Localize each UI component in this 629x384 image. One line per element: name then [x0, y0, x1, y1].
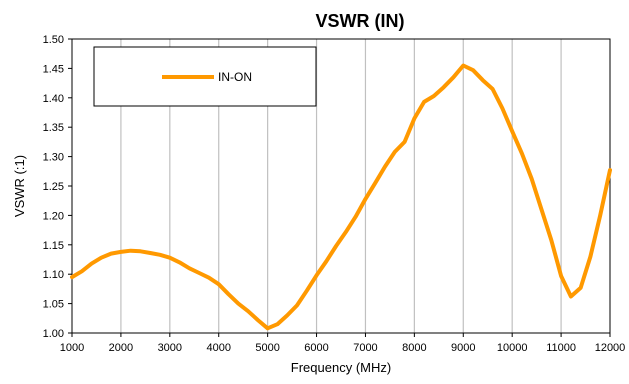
x-tick-label-7000: 7000: [353, 342, 377, 354]
x-tick-label-11000: 11000: [546, 342, 576, 354]
x-tick-label-10000: 10000: [497, 342, 528, 354]
x-tick-label-8000: 8000: [402, 342, 426, 354]
y-tick-label-1.05: 1.05: [43, 299, 64, 311]
series-layer: [70, 63, 612, 331]
y-tick-label-1.30: 1.30: [43, 152, 64, 164]
y-axis-label: VSWR (:1): [12, 155, 27, 217]
series-line-in-on: [70, 63, 612, 331]
x-tick-label-12000: 12000: [595, 342, 626, 354]
y-tick-label-1.20: 1.20: [43, 210, 64, 222]
y-tick-label-1.50: 1.50: [43, 34, 64, 46]
x-tick-label-1000: 1000: [60, 342, 84, 354]
x-axis-label: Frequency (MHz): [291, 360, 391, 375]
y-tick-label-1.00: 1.00: [43, 328, 64, 340]
x-tick-label-6000: 6000: [304, 342, 328, 354]
x-tick-label-5000: 5000: [255, 342, 279, 354]
y-tick-label-1.35: 1.35: [43, 122, 64, 134]
y-tick-label-1.45: 1.45: [43, 63, 64, 75]
y-axis-ticks: 1.00 1.05 1.10 1.15 1.20 1.25 1.30 1.35 1.40 1.45…: [43, 34, 72, 340]
y-tick-label-1.40: 1.40: [43, 93, 64, 105]
x-tick-label-2000: 2000: [109, 342, 133, 354]
chart-title: VSWR (IN): [316, 11, 405, 31]
x-tick-label-4000: 4000: [206, 342, 230, 354]
y-tick-label-1.15: 1.15: [43, 240, 64, 252]
x-axis-ticks: 1000 2000 3000 4000 5000 6000 7000 8000 9000 1000…: [60, 333, 626, 354]
legend: IN-ON: [93, 46, 317, 107]
y-tick-label-1.25: 1.25: [43, 181, 64, 193]
legend-label-in-on: IN-ON: [218, 70, 252, 84]
y-tick-label-1.10: 1.10: [43, 269, 64, 281]
x-tick-label-9000: 9000: [451, 342, 475, 354]
x-tick-label-3000: 3000: [158, 342, 182, 354]
